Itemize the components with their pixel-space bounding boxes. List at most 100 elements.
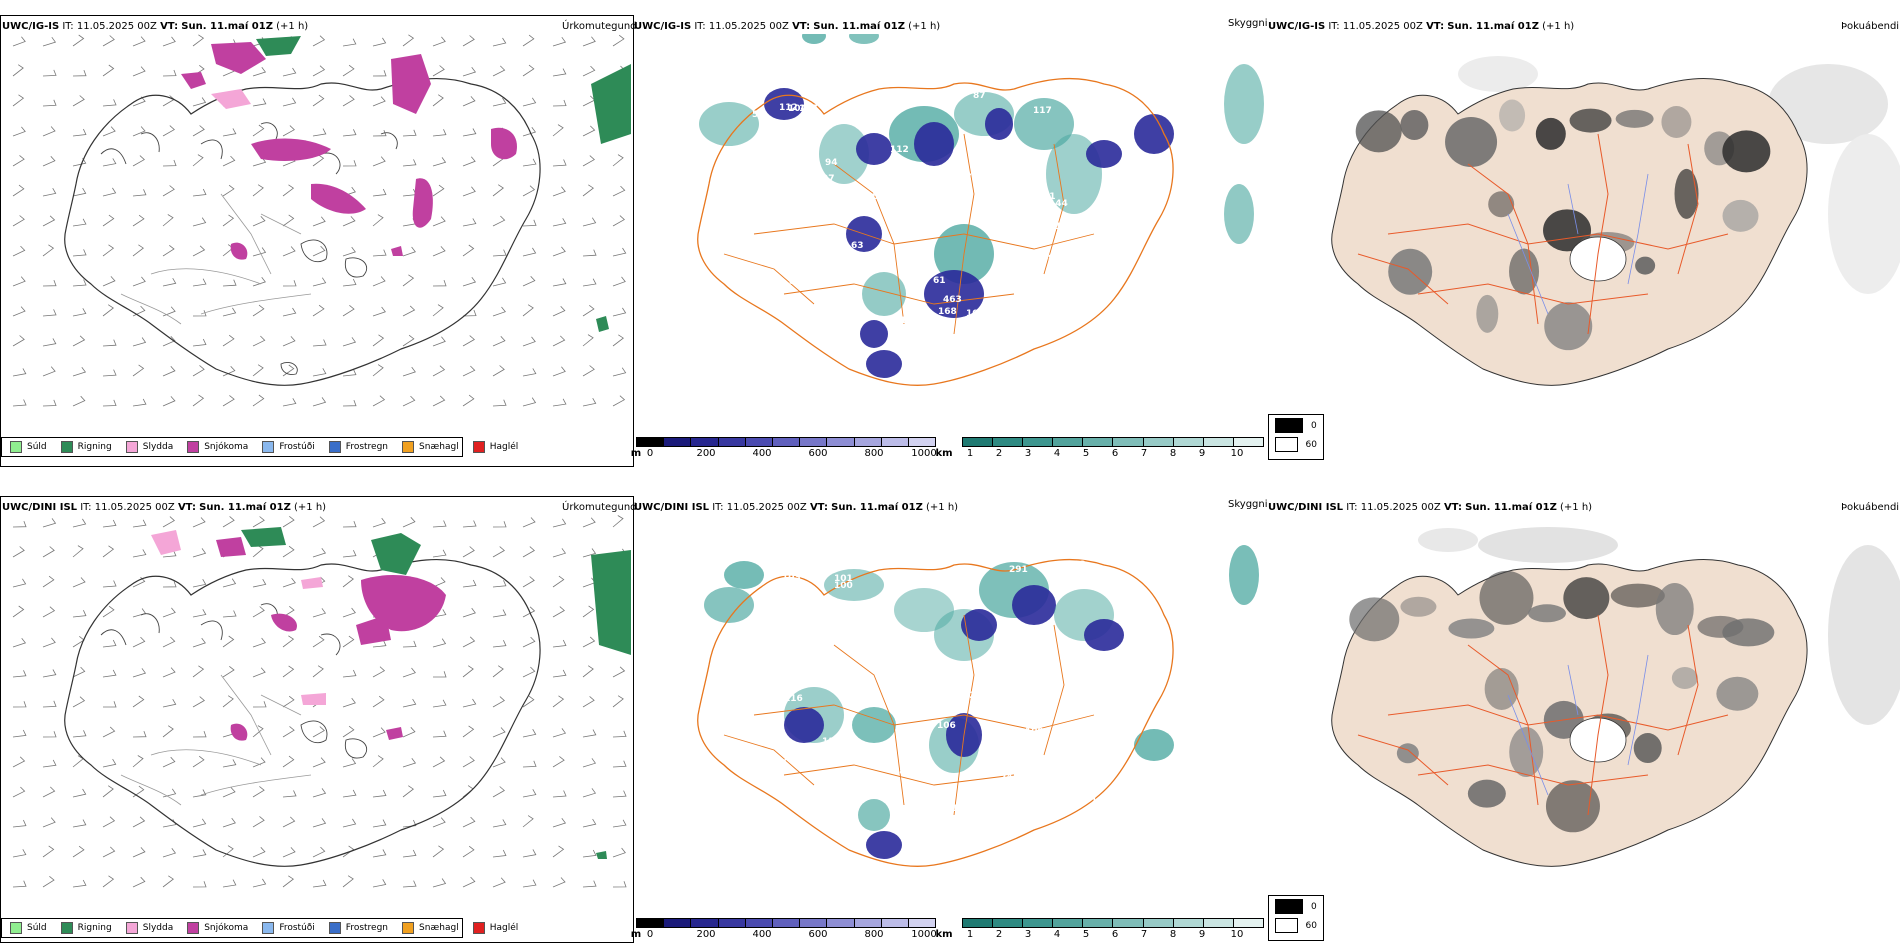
wind-barb xyxy=(612,185,626,197)
cloud-base-label: 107 xyxy=(799,104,818,114)
wind-barb xyxy=(42,700,57,708)
wind-barb xyxy=(252,516,265,528)
wind-barb xyxy=(222,665,235,678)
wind-barb xyxy=(312,216,326,227)
cloud-base-label: 97 xyxy=(864,174,877,184)
cloud-base-label: 145 xyxy=(790,796,809,806)
wind-barb xyxy=(102,304,114,317)
model-name: UWC/IG-IS xyxy=(1268,21,1326,32)
wind-barb xyxy=(342,575,354,588)
wind-barb xyxy=(72,308,87,317)
wind-barb xyxy=(582,36,596,47)
fog-index-patch xyxy=(1535,117,1566,150)
wind-barb xyxy=(192,818,207,828)
colorbar-cell xyxy=(1173,919,1204,927)
wind-barb xyxy=(402,757,417,768)
wind-barb xyxy=(552,246,566,257)
cloud-base-label: 182 xyxy=(893,767,912,777)
wind-barb xyxy=(162,159,177,167)
wind-barb xyxy=(342,875,354,888)
wind-barb xyxy=(162,756,176,768)
fog-map-top xyxy=(1331,56,1900,386)
colorbar-ticks: km 1 2 3 4 5 6 7 8 9 10 xyxy=(935,448,1244,459)
wind-barb xyxy=(612,695,624,708)
wind-barb xyxy=(312,128,327,137)
wind-barb xyxy=(312,154,325,167)
wind-barb xyxy=(522,517,536,528)
wind-barb xyxy=(552,845,565,858)
init-time: 11.05.2025 00Z xyxy=(1360,502,1441,513)
wind-barb xyxy=(252,786,265,798)
valid-time: Sun. 11.maí 01Z xyxy=(199,502,291,513)
wind-barb xyxy=(432,756,446,768)
init-time: 11.05.2025 00Z xyxy=(94,502,175,513)
wind-barb xyxy=(372,276,386,287)
init-time: 11.05.2025 00Z xyxy=(76,21,157,32)
wind-barb xyxy=(162,788,177,798)
wind-barb xyxy=(402,34,415,47)
wind-barb xyxy=(342,304,355,317)
wind-barb xyxy=(462,244,475,257)
wind-barb xyxy=(612,276,626,287)
fog-index-patch xyxy=(1615,109,1654,128)
wind-barb xyxy=(582,788,597,798)
cloud-base-label: 87 xyxy=(862,693,875,703)
wind-barb xyxy=(222,635,235,648)
wind-barb xyxy=(72,218,87,227)
wind-barb xyxy=(612,666,626,678)
cloud-base-label: 214 xyxy=(1021,709,1040,719)
wind-barb xyxy=(132,847,146,858)
fog-index-patch xyxy=(1661,105,1692,138)
wind-barb xyxy=(12,64,24,77)
low-cloud-area xyxy=(1086,140,1122,168)
wind-barb xyxy=(492,640,507,648)
wind-barb xyxy=(402,880,417,888)
lead-time: (+1 h) xyxy=(294,502,327,513)
cloud-base-label: 101 xyxy=(834,574,853,584)
wind-barb xyxy=(252,216,266,227)
reduced-visibility-area xyxy=(849,34,879,44)
wind-barb xyxy=(72,34,85,47)
wind-barb xyxy=(132,189,147,197)
wind-barb xyxy=(612,730,627,738)
precip-map-bottom xyxy=(12,515,631,888)
wind-barb xyxy=(42,36,57,47)
iceland-outline xyxy=(697,558,1174,867)
wind-barb xyxy=(342,160,357,167)
wind-barb xyxy=(282,97,297,107)
wind-barb xyxy=(492,546,505,558)
legend-item: Slydda xyxy=(125,922,173,934)
fog-index-patch xyxy=(1633,733,1662,764)
wind-barb xyxy=(162,366,176,377)
wind-barb xyxy=(132,636,146,648)
colorbar-cell xyxy=(1053,438,1084,446)
wind-barb xyxy=(12,819,27,828)
reduced-visibility-area xyxy=(1224,64,1264,144)
wind-barb xyxy=(612,819,627,828)
wind-barb xyxy=(162,875,174,888)
wind-barb xyxy=(12,849,27,858)
low-cloud-area xyxy=(1084,619,1124,651)
wind-barb xyxy=(72,69,87,77)
precip-legend-top: Súld Rigning Slydda Snjókoma Frostúði Fr… xyxy=(1,437,518,457)
wind-barb xyxy=(462,156,476,167)
wind-barb xyxy=(552,124,564,137)
wind-barb xyxy=(192,217,207,227)
fog-roads xyxy=(1357,133,1729,335)
wind-barb xyxy=(102,369,117,377)
wind-barb xyxy=(462,876,476,888)
valid-time: Sun. 11.maí 01Z xyxy=(1447,21,1539,32)
colorbar-cell xyxy=(827,438,855,446)
wind-barb xyxy=(42,786,56,798)
wind-barb xyxy=(402,667,416,678)
low-cloud-area xyxy=(866,831,902,859)
wind-barb xyxy=(522,397,537,407)
wind-barb xyxy=(492,877,506,888)
init-time: 11.05.2025 00Z xyxy=(708,21,789,32)
cloud-base-label: 7 xyxy=(782,755,788,765)
precip-title-top: Úrkomutegund xyxy=(562,21,637,32)
wind-barb xyxy=(402,819,417,828)
wind-barb xyxy=(222,214,235,227)
low-cloud-area xyxy=(985,108,1013,140)
wind-barb xyxy=(42,669,57,678)
